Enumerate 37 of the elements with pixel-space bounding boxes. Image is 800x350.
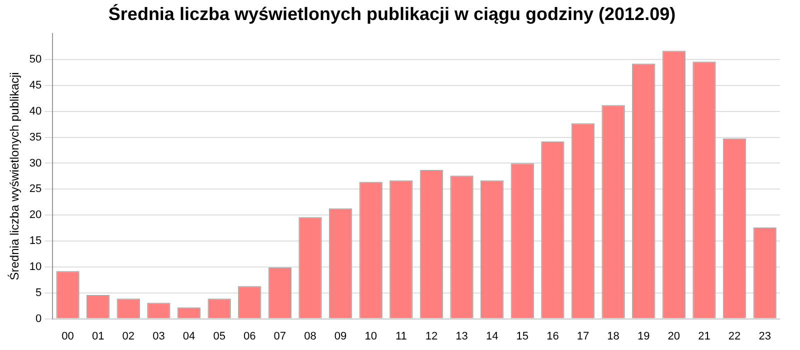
y-tick-label: 0 (36, 312, 42, 325)
y-tick-label: 20 (29, 209, 42, 222)
x-tick-label: 12 (425, 330, 438, 342)
x-tick-label: 08 (304, 330, 316, 342)
y-tick-label: 35 (29, 131, 42, 144)
y-axis-title: Średnia liczba wyświetlonych publikacji (8, 72, 22, 280)
x-tick-label: 10 (364, 330, 377, 342)
chart-title: Średnia liczba wyświetlonych publikacji w ciągu godziny (2012.09) (108, 4, 676, 24)
x-tick-label: 05 (213, 330, 226, 342)
y-tick-label: 30 (29, 157, 42, 170)
x-tick-label: 13 (456, 330, 468, 342)
x-tick-label: 22 (728, 330, 741, 342)
x-tick-label: 09 (334, 330, 347, 342)
x-tick-label: 23 (758, 330, 771, 342)
x-tick-label: 01 (92, 330, 104, 342)
y-tick-label: 25 (29, 183, 42, 196)
x-tick-label: 15 (516, 330, 529, 342)
x-tick-label: 00 (62, 330, 74, 342)
y-tick-label: 5 (36, 286, 42, 299)
x-tick-label: 04 (182, 330, 196, 342)
y-tick-label: 50 (29, 54, 42, 66)
x-tick-label: 07 (274, 330, 286, 342)
x-tick-label: 21 (698, 330, 710, 342)
y-tick-label: 10 (29, 260, 42, 273)
x-tick-label: 02 (122, 330, 135, 342)
y-tick-label: 15 (29, 235, 42, 248)
y-tick-label: 40 (29, 105, 42, 118)
x-tick-label: 03 (152, 330, 165, 342)
x-tick-label: 14 (486, 330, 498, 342)
x-tick-label: 11 (395, 330, 407, 342)
x-tick-label: 19 (637, 330, 650, 342)
x-tick-label: 20 (668, 330, 680, 342)
y-tick-label: 45 (29, 79, 42, 92)
x-tick-label: 16 (546, 330, 559, 342)
x-tick-label: 06 (244, 330, 256, 342)
x-tick-label: 17 (576, 330, 590, 342)
x-tick-label: 18 (607, 330, 620, 342)
